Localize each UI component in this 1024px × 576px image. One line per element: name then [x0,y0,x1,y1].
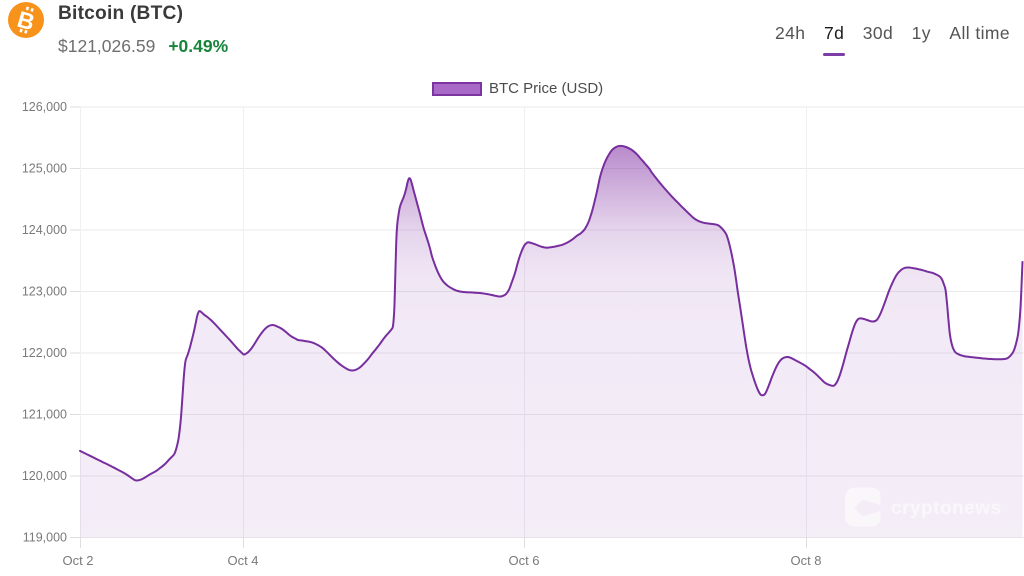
svg-text:122,000: 122,000 [22,346,67,360]
svg-text:126,000: 126,000 [22,100,67,114]
svg-text:121,000: 121,000 [22,408,67,422]
svg-text:Oct 4: Oct 4 [227,553,258,568]
svg-text:123,000: 123,000 [22,285,67,299]
svg-text:125,000: 125,000 [22,162,67,176]
svg-text:120,000: 120,000 [22,469,67,483]
svg-text:Oct 8: Oct 8 [790,553,821,568]
svg-text:cryptonews: cryptonews [891,498,1002,519]
svg-text:B: B [14,6,37,36]
svg-text:119,000: 119,000 [23,531,67,545]
svg-text:Oct 2: Oct 2 [62,553,93,568]
svg-text:Oct 6: Oct 6 [508,553,539,568]
svg-text:124,000: 124,000 [22,223,67,237]
